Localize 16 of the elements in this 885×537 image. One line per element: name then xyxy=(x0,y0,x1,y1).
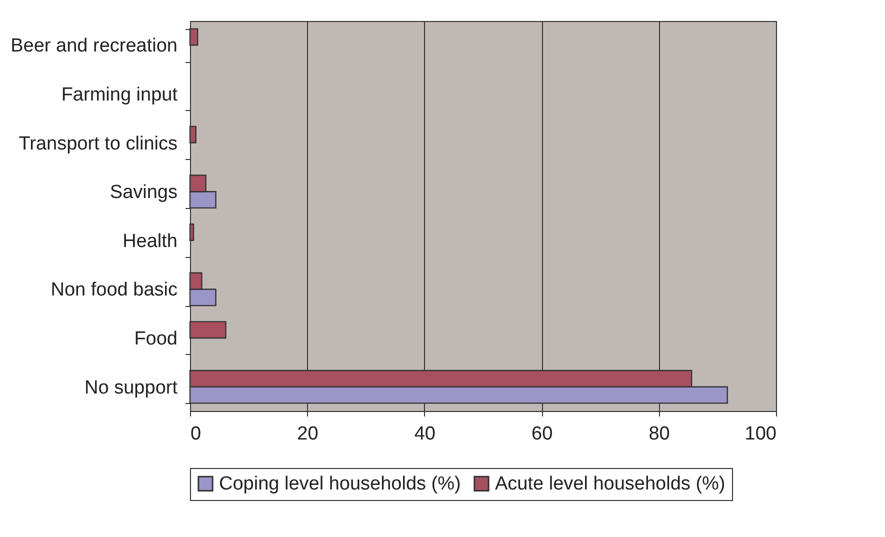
y-tick-label: Health xyxy=(122,230,178,252)
x-tick-label: 80 xyxy=(648,424,670,444)
y-tick-label: Food xyxy=(134,328,178,350)
x-tick-label: 60 xyxy=(532,424,553,444)
y-tick-label: No support xyxy=(84,377,178,398)
legend-label: Coping level households (%) xyxy=(219,474,461,495)
y-tick-label: Savings xyxy=(110,182,178,204)
x-tick-label: 0 xyxy=(190,424,202,444)
x-tick-label: 20 xyxy=(297,424,318,444)
x-tick-label: 100 xyxy=(744,424,776,444)
y-tick-label: Beer and recreation xyxy=(10,36,178,57)
x-tick-label: 40 xyxy=(414,424,436,444)
legend-label: Acute level households (%) xyxy=(495,474,726,495)
y-tick-label: Transport to clinics xyxy=(18,133,178,154)
y-tick-label: Non food basic xyxy=(50,280,178,301)
y-tick-label: Farming input xyxy=(61,84,178,106)
